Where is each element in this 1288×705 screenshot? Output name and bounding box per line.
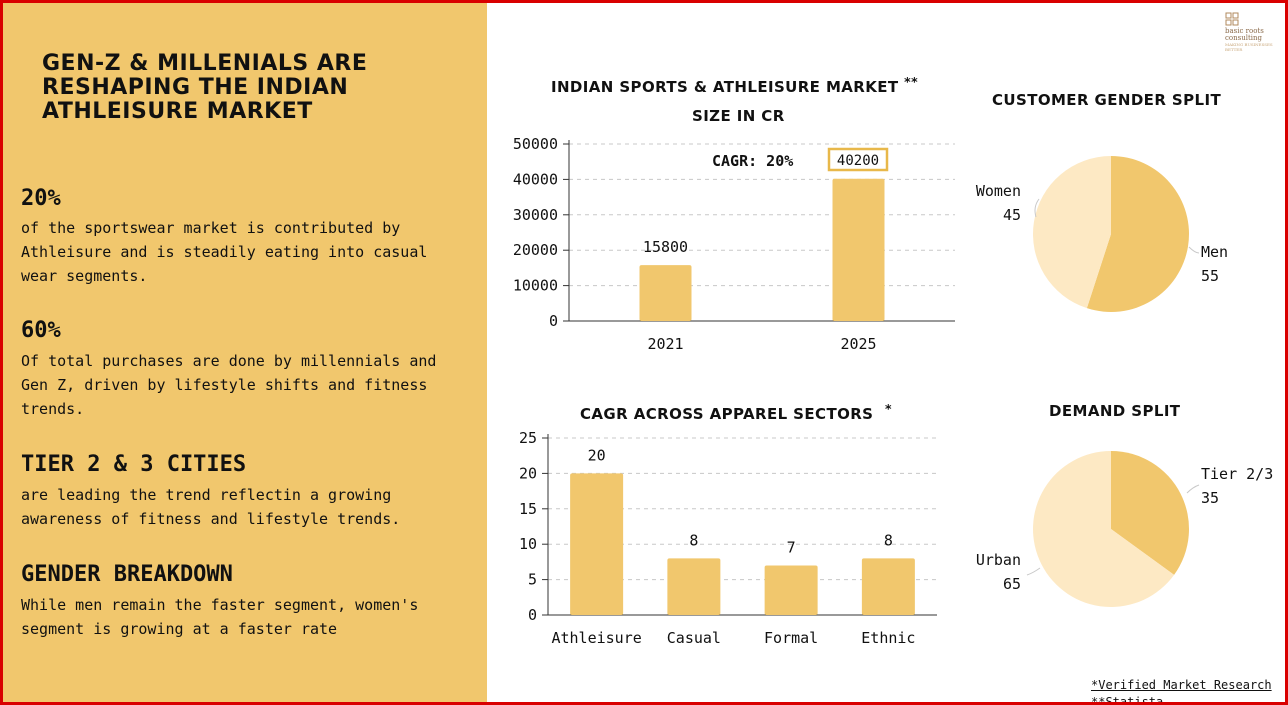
market-size-subtitle: SIZE IN CR xyxy=(692,107,785,125)
demand-split-slice-tier-2-3 xyxy=(1111,451,1189,575)
stat-title-60-percent: 60% xyxy=(21,318,61,343)
gender-split-slice-women xyxy=(1033,156,1111,309)
cagr-sectors-title: CAGR ACROSS APPAREL SECTORS * xyxy=(580,401,892,423)
cagr-sectors-value-label: 8 xyxy=(689,531,698,549)
cagr-sectors-value-label: 7 xyxy=(787,538,796,556)
cagr-sectors-y-tick-label: 10 xyxy=(519,535,537,553)
demand-split-slice-value: 35 xyxy=(1201,489,1219,507)
cagr-sectors-title-mark: * xyxy=(885,401,892,416)
stat-title-20-percent: 20% xyxy=(21,186,61,211)
stat-title-gender-breakdown: GENDER BREAKDOWN xyxy=(21,562,233,587)
market-size-y-tick-label: 40000 xyxy=(513,170,558,188)
market-size-x-tick-label: 2021 xyxy=(647,335,683,353)
demand-split-slice-value: 65 xyxy=(1003,575,1021,593)
demand-split-title: DEMAND SPLIT xyxy=(1049,402,1181,420)
market-size-y-tick-label: 30000 xyxy=(513,206,558,224)
demand-split-leader-line xyxy=(1026,567,1041,576)
cagr-sectors-y-tick-label: 0 xyxy=(528,606,537,624)
cagr-sectors-value-label: 20 xyxy=(588,446,606,464)
market-size-title-mark: ** xyxy=(904,74,919,89)
cagr-sectors-bar-ethnic xyxy=(861,558,915,615)
market-size-x-tick-label: 2025 xyxy=(840,335,876,353)
source-verified-market-research[interactable]: *Verified Market Research xyxy=(1091,678,1272,692)
market-size-y-tick-label: 0 xyxy=(549,312,558,330)
logo-tagline: MAKING BUSINESSES BETTER xyxy=(1225,42,1273,52)
logo-line2: consulting xyxy=(1225,34,1263,42)
market-size-title: INDIAN SPORTS & ATHLEISURE MARKET ** xyxy=(551,74,918,96)
stat-body-20-percent: of the sportswear market is contributed … xyxy=(21,219,428,285)
headline: Gen-Z & Millenials are reshaping the Ind… xyxy=(42,51,368,124)
market-size-y-tick-label: 50000 xyxy=(513,135,558,153)
market-size-title-line1: INDIAN SPORTS & ATHLEISURE MARKET xyxy=(551,78,899,96)
gender-split-slice-label: Women xyxy=(976,182,1021,200)
cagr-sectors-bar-casual xyxy=(667,558,721,615)
highlight-box xyxy=(827,147,889,172)
demand-split-leader-line xyxy=(1186,484,1200,494)
cagr-annotation: CAGR: 20% xyxy=(712,152,793,170)
cagr-sectors-y-tick-label: 25 xyxy=(519,429,537,447)
cagr-sectors-value-label: 8 xyxy=(884,531,893,549)
stat-title-tier-cities: TIER 2 & 3 CITIES xyxy=(21,452,247,477)
logo-grid-icon xyxy=(1225,12,1239,26)
highlight-value: 40200 xyxy=(837,153,879,169)
gender-split-leader-line xyxy=(1034,198,1040,218)
stat-body-60-percent: Of total purchases are done by millennia… xyxy=(21,352,437,418)
market-size-bar-2021 xyxy=(639,265,692,321)
market-size-value-label: 15800 xyxy=(643,238,688,256)
gender-split-slice-value: 45 xyxy=(1003,206,1021,224)
left-panel: Gen-Z & Millenials are reshaping the Ind… xyxy=(3,3,487,702)
gender-split-slice-value: 55 xyxy=(1201,267,1219,285)
market-size-y-tick-label: 10000 xyxy=(513,277,558,295)
cagr-sectors-title-text: CAGR ACROSS APPAREL SECTORS xyxy=(580,405,874,423)
cagr-sectors-x-tick-label: Athleisure xyxy=(551,629,641,647)
cagr-sectors-x-tick-label: Ethnic xyxy=(861,629,915,647)
cagr-sectors-bar-formal xyxy=(764,565,818,615)
demand-split-slice-label: Urban xyxy=(976,551,1021,569)
charts-canvas: 0 10000 20000 30000 40000 50000 15800 2021 40200… xyxy=(513,135,1273,647)
gender-split-leader-line xyxy=(1188,246,1200,254)
cagr-sectors-bar-athleisure xyxy=(570,473,624,615)
gender-split-slice-label: Men xyxy=(1201,243,1228,261)
market-size-y-tick-label: 20000 xyxy=(513,241,558,259)
cagr-sectors-y-tick-label: 15 xyxy=(519,500,537,518)
cagr-sectors-y-tick-label: 20 xyxy=(519,464,537,482)
cagr-sectors-x-tick-label: Casual xyxy=(667,629,721,647)
logo-line1: basic roots xyxy=(1225,27,1264,35)
cagr-sectors-y-tick-label: 5 xyxy=(528,571,537,589)
company-logo: basic roots consulting MAKING BUSINESSES… xyxy=(1225,12,1285,52)
demand-split-slice-label: Tier 2/3 xyxy=(1201,465,1273,483)
cagr-sectors-x-tick-label: Formal xyxy=(764,629,818,647)
gender-split-title: CUSTOMER GENDER SPLIT xyxy=(992,91,1222,109)
demand-split-slice-urban xyxy=(1032,451,1175,607)
market-size-bar-2025 xyxy=(832,178,885,321)
stat-body-tier-cities: are leading the trend reflectin a growin… xyxy=(21,486,401,528)
gender-split-slice-men xyxy=(1086,156,1190,312)
stat-body-gender-breakdown: While men remain the faster segment, wom… xyxy=(21,596,419,638)
source-statista[interactable]: **Statista xyxy=(1091,695,1164,705)
